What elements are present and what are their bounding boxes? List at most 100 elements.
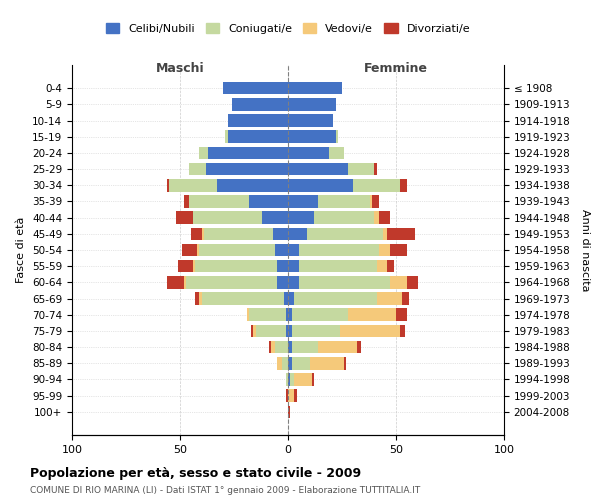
Bar — [396, 308, 407, 321]
Y-axis label: Fasce di età: Fasce di età — [16, 217, 26, 283]
Bar — [288, 146, 329, 159]
Text: Popolazione per età, sesso e stato civile - 2009: Popolazione per età, sesso e stato civil… — [30, 468, 361, 480]
Bar — [286, 324, 288, 337]
Bar — [197, 244, 199, 256]
Bar — [288, 406, 290, 418]
Bar — [167, 179, 169, 192]
Bar — [178, 260, 193, 272]
Bar — [195, 292, 199, 305]
Bar — [379, 244, 389, 256]
Bar — [277, 260, 288, 272]
Bar — [281, 357, 288, 370]
Bar — [329, 146, 344, 159]
Bar — [262, 212, 288, 224]
Bar — [295, 373, 312, 386]
Y-axis label: Anni di nascita: Anni di nascita — [580, 209, 590, 291]
Bar — [377, 292, 403, 305]
Bar — [188, 163, 206, 175]
Bar — [193, 212, 262, 224]
Text: Maschi: Maschi — [155, 62, 205, 75]
Bar — [199, 146, 208, 159]
Bar — [184, 195, 188, 208]
Bar — [288, 130, 335, 143]
Bar — [286, 390, 288, 402]
Bar — [292, 308, 349, 321]
Bar — [388, 228, 415, 240]
Bar — [284, 292, 288, 305]
Bar — [193, 260, 195, 272]
Bar — [188, 195, 249, 208]
Bar — [208, 146, 288, 159]
Bar — [253, 324, 256, 337]
Bar — [318, 341, 357, 353]
Bar — [288, 163, 349, 175]
Bar — [169, 179, 217, 192]
Bar — [349, 163, 374, 175]
Bar — [288, 228, 307, 240]
Bar — [286, 308, 288, 321]
Bar — [288, 244, 299, 256]
Bar — [275, 341, 288, 353]
Bar — [187, 276, 277, 288]
Bar — [182, 244, 197, 256]
Bar — [407, 276, 418, 288]
Bar — [292, 324, 340, 337]
Bar — [374, 212, 379, 224]
Bar — [226, 130, 227, 143]
Bar — [288, 179, 353, 192]
Bar — [310, 357, 344, 370]
Bar — [307, 228, 383, 240]
Bar — [388, 260, 394, 272]
Bar — [400, 324, 404, 337]
Bar — [318, 195, 370, 208]
Bar — [202, 228, 204, 240]
Bar — [290, 373, 295, 386]
Bar — [217, 179, 288, 192]
Bar — [292, 357, 310, 370]
Bar — [204, 228, 273, 240]
Bar — [167, 276, 184, 288]
Bar — [288, 324, 292, 337]
Bar — [288, 98, 335, 110]
Bar — [379, 212, 389, 224]
Bar — [223, 82, 288, 94]
Bar — [288, 341, 292, 353]
Bar — [389, 276, 407, 288]
Bar — [288, 260, 299, 272]
Bar — [357, 341, 361, 353]
Bar — [275, 244, 288, 256]
Bar — [288, 292, 295, 305]
Bar — [247, 308, 249, 321]
Text: Femmine: Femmine — [364, 62, 428, 75]
Bar — [249, 195, 288, 208]
Bar — [199, 292, 202, 305]
Bar — [349, 308, 396, 321]
Bar — [199, 244, 275, 256]
Bar — [251, 324, 253, 337]
Bar — [232, 98, 288, 110]
Bar — [288, 373, 290, 386]
Bar — [288, 82, 342, 94]
Bar — [288, 357, 292, 370]
Bar — [227, 130, 288, 143]
Bar — [202, 292, 284, 305]
Legend: Celibi/Nubili, Coniugati/e, Vedovi/e, Divorziati/e: Celibi/Nubili, Coniugati/e, Vedovi/e, Di… — [101, 19, 475, 38]
Bar — [271, 341, 275, 353]
Bar — [277, 276, 288, 288]
Bar — [286, 373, 288, 386]
Bar — [288, 390, 295, 402]
Bar — [335, 130, 338, 143]
Bar — [372, 195, 379, 208]
Bar — [176, 212, 193, 224]
Text: COMUNE DI RIO MARINA (LI) - Dati ISTAT 1° gennaio 2009 - Elaborazione TUTTITALIA: COMUNE DI RIO MARINA (LI) - Dati ISTAT 1… — [30, 486, 420, 495]
Bar — [288, 308, 292, 321]
Bar — [269, 341, 271, 353]
Bar — [403, 292, 409, 305]
Bar — [299, 244, 379, 256]
Bar — [400, 179, 407, 192]
Bar — [288, 114, 334, 127]
Bar — [277, 357, 281, 370]
Bar — [312, 373, 314, 386]
Bar — [288, 195, 318, 208]
Bar — [249, 308, 286, 321]
